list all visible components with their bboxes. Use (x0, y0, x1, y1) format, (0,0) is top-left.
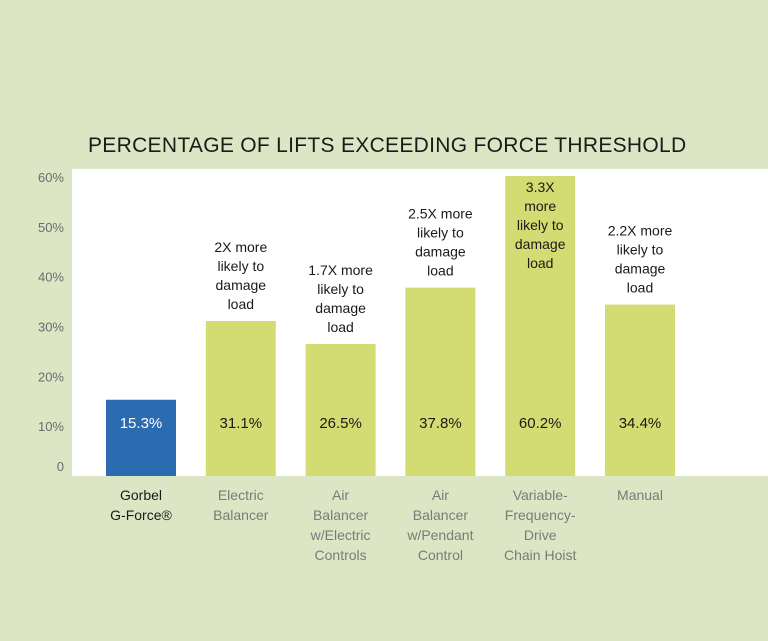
x-tick-label: Balancer (213, 507, 269, 523)
bar-annotation: damage (615, 261, 666, 277)
bar-value-label: 34.4% (619, 415, 662, 432)
y-tick-label: 50% (38, 220, 64, 235)
bar-value-label: 15.3% (120, 415, 163, 432)
x-tick-label: Air (432, 487, 449, 503)
x-tick-label: w/Electric (310, 527, 371, 543)
bar-annotation: load (627, 280, 653, 296)
bar-annotation: damage (415, 244, 466, 260)
x-tick-label: Drive (524, 527, 557, 543)
bar-annotation: likely to (217, 258, 264, 274)
y-tick-label: 20% (38, 369, 64, 384)
x-tick-label: Air (332, 487, 349, 503)
bar-annotation: 2.2X more (608, 223, 673, 239)
bar-value-label: 60.2% (519, 415, 562, 432)
bar-annotation: load (527, 255, 553, 271)
bar-annotation: likely to (517, 217, 564, 233)
bars (106, 176, 675, 476)
x-tick-label: Controls (315, 547, 367, 563)
x-tick-label: Balancer (413, 507, 469, 523)
y-axis: 0 10% 20% 30% 40% 50% 60% (38, 170, 64, 474)
bar-value-labels: 15.3% 31.1% 26.5% 37.8% 60.2% 34.4% (120, 415, 662, 432)
x-tick-label: G-Force® (110, 507, 172, 523)
bar (106, 399, 176, 476)
x-tick-label: Variable- (513, 487, 568, 503)
bar-annotation: damage (515, 236, 566, 252)
y-tick-label: 10% (38, 419, 64, 434)
x-tick-label: Frequency- (505, 507, 576, 523)
y-tick-label: 40% (38, 270, 64, 285)
bar (305, 343, 376, 476)
bar (605, 304, 675, 476)
bar-annotation: likely to (317, 281, 364, 297)
bar (405, 287, 476, 476)
bar-value-label: 37.8% (419, 415, 462, 432)
y-tick-label: 0 (57, 459, 64, 474)
bar-value-label: 31.1% (220, 415, 263, 432)
bar (205, 321, 276, 476)
bar-annotation: damage (315, 300, 366, 316)
x-tick-label: Control (418, 547, 463, 563)
bar-annotation: 2X more (214, 239, 267, 255)
bar-annotations: 2X more likely to damage load 1.7X more likel… (214, 179, 672, 335)
y-tick-label: 60% (38, 170, 64, 185)
x-tick-label: Manual (617, 487, 663, 503)
bar-value-label: 26.5% (319, 415, 362, 432)
bar-annotation: likely to (417, 225, 464, 241)
bar-annotation: likely to (617, 242, 664, 258)
bar-annotation: load (327, 319, 353, 335)
x-axis: Gorbel G-Force® Electric Balancer Air Balance… (110, 487, 663, 563)
x-tick-label: w/Pendant (406, 527, 473, 543)
bar-annotation: more (524, 198, 556, 214)
bar-annotation: load (228, 296, 254, 312)
bar-annotation: 3.3X (526, 179, 555, 195)
bar-annotation: 1.7X more (308, 262, 373, 278)
bar-annotation: 2.5X more (408, 206, 473, 222)
bar-annotation: damage (216, 277, 267, 293)
y-tick-label: 30% (38, 320, 64, 335)
x-tick-label: Gorbel (120, 487, 162, 503)
bar-annotation: load (427, 263, 453, 279)
chart-title: PERCENTAGE OF LIFTS EXCEEDING FORCE THRE… (88, 134, 687, 157)
x-tick-label: Electric (218, 487, 264, 503)
bar (505, 176, 576, 476)
x-tick-label: Chain Hoist (504, 547, 576, 563)
x-tick-label: Balancer (313, 507, 369, 523)
